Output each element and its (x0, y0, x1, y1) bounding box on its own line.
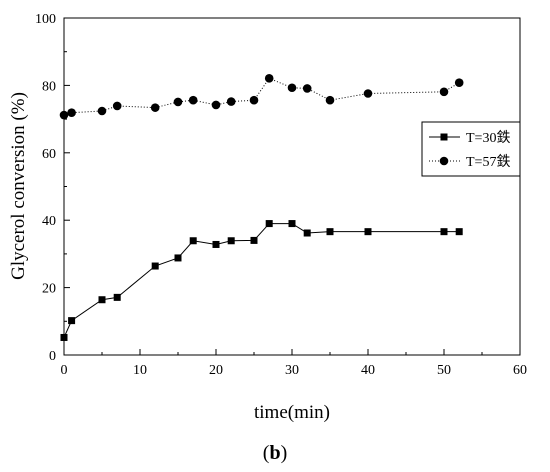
data-point-square (326, 228, 334, 236)
x-tick-label: 60 (513, 363, 527, 378)
data-point-square (189, 237, 197, 245)
data-point-circle (188, 95, 198, 105)
data-point-circle (173, 97, 183, 107)
data-point-square (250, 236, 258, 244)
y-tick-label: 20 (42, 282, 56, 297)
data-point-circle (454, 78, 464, 88)
plot-frame (63, 17, 521, 356)
y-tick-label: 60 (42, 147, 56, 162)
legend-label-t30: T=30鉄 (466, 130, 510, 146)
y-tick-label: 40 (42, 214, 56, 229)
data-point-circle (439, 87, 449, 97)
data-point-circle (97, 106, 107, 116)
data-point-square (68, 317, 76, 325)
legend-marker-t30 (440, 133, 448, 141)
data-point-square (227, 237, 235, 245)
legend: T=30鉄 T=57鉄 (421, 121, 521, 177)
data-point-square (60, 333, 68, 341)
data-point-circle (112, 101, 122, 111)
x-axis-label: time(min) (254, 402, 330, 423)
data-point-circle (226, 97, 236, 106)
data-point-square (113, 293, 121, 301)
data-point-square (174, 254, 182, 262)
series-layer (59, 74, 464, 341)
y-axis-label: Glycerol conversion (%) (8, 92, 29, 280)
caption-close-paren: ) (281, 442, 288, 464)
data-point-square (265, 220, 273, 228)
caption-open-paren: ( (263, 442, 270, 464)
data-point-circle (302, 84, 312, 93)
x-tick-label: 20 (209, 363, 223, 378)
x-tick-label: 0 (61, 363, 68, 378)
data-point-circle (150, 103, 160, 112)
data-point-square (455, 228, 463, 236)
y-tick-label: 100 (35, 12, 56, 27)
legend-label-t57: T=57鉄 (466, 154, 510, 170)
legend-marker-t57 (439, 156, 449, 166)
series-line-2 (63, 77, 460, 116)
data-point-circle (211, 100, 221, 110)
series-line-1 (63, 223, 460, 338)
x-tick-label: 50 (437, 363, 451, 378)
data-point-circle (249, 95, 259, 105)
y-tick-label: 0 (49, 349, 56, 364)
x-tick-label: 30 (285, 363, 299, 378)
data-point-circle (264, 74, 274, 83)
data-point-circle (67, 108, 76, 117)
x-tick-label: 10 (133, 363, 147, 378)
figure-caption: (b) (263, 442, 287, 464)
data-point-square (440, 228, 448, 236)
data-point-circle (287, 83, 297, 93)
data-point-circle (325, 95, 335, 105)
data-point-square (212, 240, 220, 248)
data-point-square (303, 229, 311, 237)
data-point-circle (363, 89, 373, 98)
data-point-square (98, 296, 106, 304)
axis-ticks: 0 10 20 30 40 50 60 0 20 40 60 80 100 (35, 12, 527, 378)
caption-letter: b (269, 442, 280, 464)
data-point-square (364, 228, 372, 236)
data-point-square (288, 220, 296, 228)
x-tick-label: 40 (361, 363, 375, 378)
data-point-square (151, 262, 159, 270)
data-point-circle (59, 110, 69, 120)
y-tick-label: 80 (42, 79, 56, 94)
legend-box (421, 121, 521, 177)
